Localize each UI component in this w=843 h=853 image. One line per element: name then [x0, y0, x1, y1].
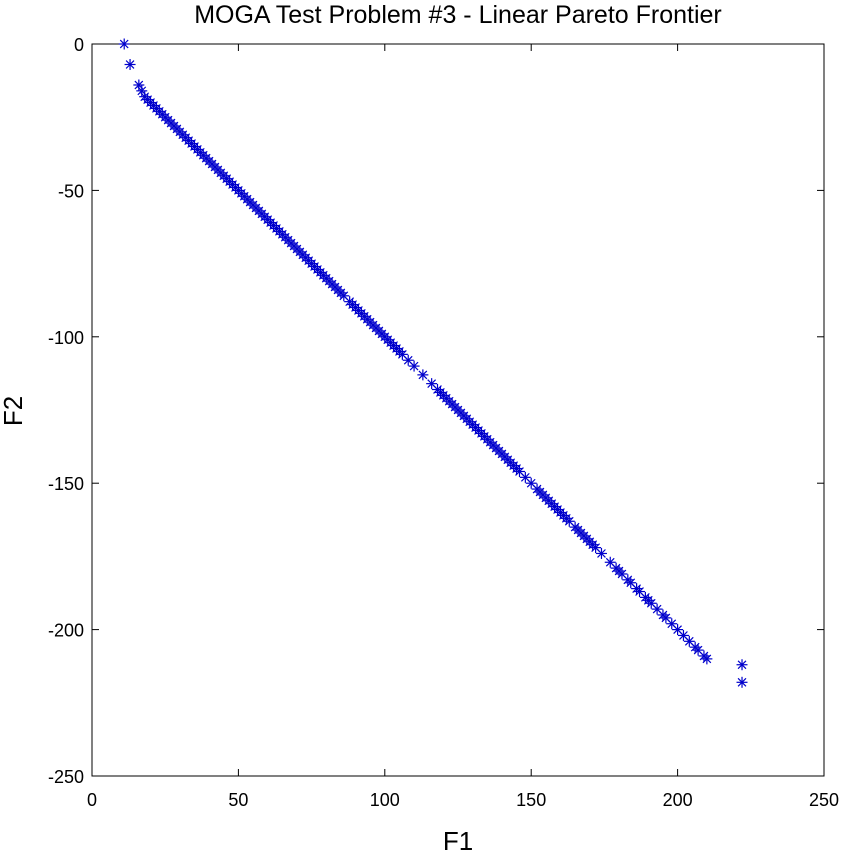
y-tick-label: -50 — [58, 181, 84, 201]
y-tick-label: -150 — [48, 474, 84, 494]
data-point — [736, 676, 748, 688]
data-point — [133, 79, 145, 91]
x-tick-label: 150 — [516, 790, 546, 810]
data-point — [417, 369, 429, 381]
data-point — [595, 547, 607, 559]
data-point — [136, 85, 148, 97]
data-point — [396, 348, 408, 360]
x-axis: 0 50 100 150 200 250 — [87, 44, 839, 810]
data-point — [736, 659, 748, 671]
x-axis-label: F1 — [443, 826, 473, 853]
data-point — [124, 58, 136, 70]
data-point — [513, 465, 525, 477]
x-tick-label: 200 — [663, 790, 693, 810]
y-tick-label: -250 — [48, 767, 84, 787]
data-point — [701, 653, 713, 665]
x-tick-label: 0 — [87, 790, 97, 810]
x-tick-label: 250 — [809, 790, 839, 810]
data-point — [118, 38, 130, 50]
chart-title: MOGA Test Problem #3 - Linear Pareto Fro… — [194, 1, 722, 29]
y-axis-label: F2 — [0, 396, 28, 426]
y-tick-label: -100 — [48, 328, 84, 348]
data-points — [118, 38, 748, 688]
x-tick-label: 100 — [370, 790, 400, 810]
y-tick-label: 0 — [74, 35, 84, 55]
y-axis: 0 -50 -100 -150 -200 -250 — [48, 35, 824, 787]
y-tick-label: -200 — [48, 621, 84, 641]
x-tick-label: 50 — [228, 790, 248, 810]
data-point — [408, 360, 420, 372]
data-point — [672, 624, 684, 636]
